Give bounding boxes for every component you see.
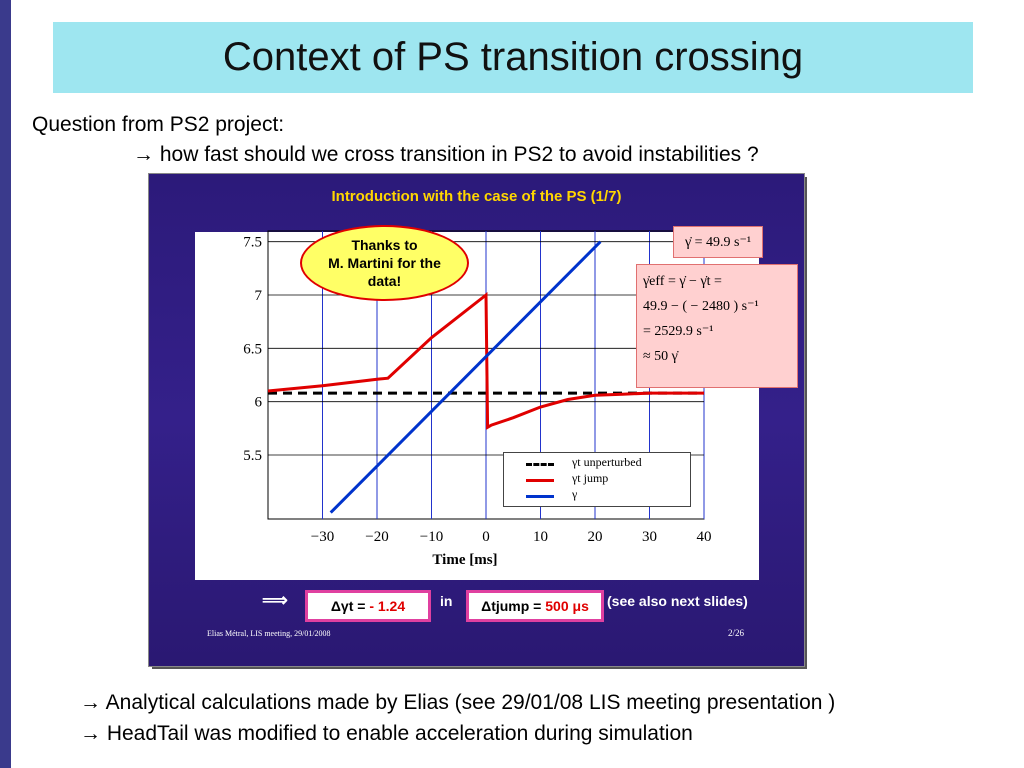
inner-footer-left: Elias Métral, LIS meeting, 29/01/2008 [207,629,331,638]
y-tick-label: 6 [255,395,263,411]
eff-line-2: 49.9 − ( − 2480 ) s⁻¹ [643,299,759,314]
x-tick-label: −30 [311,529,334,545]
gamma-dot-formula: γ̇ = 49.9 s⁻¹ [684,234,752,250]
delta-t-box: Δtjump = 500 μs [466,590,604,622]
legend-label-unperturbed: γt unperturbed [572,455,642,469]
question-text: Question from PS2 project: [32,113,285,136]
bubble-line-1: Thanks to [351,237,418,253]
gamma-dot-box: γ̇ = 49.9 s⁻¹ [673,226,763,258]
legend-swatch-red [526,479,554,482]
y-tick-label: 7 [255,288,263,304]
delta-gamma-value: - 1.24 [369,598,406,614]
x-tick-label: 20 [588,529,603,545]
eff-line-1: γ̇eff = γ̇ − γ̇t = [643,274,722,289]
y-tick-labels: 5.5 6 6.5 7 7.5 [243,235,262,464]
bullet-analytical: → Analytical calculations made by Elias … [80,691,836,714]
delta-t-value: 500 μs [545,598,589,614]
y-tick-label: 5.5 [243,448,262,464]
x-tick-labels: −30 −20 −10 0 10 20 30 40 [311,529,712,545]
y-tick-label: 7.5 [243,235,262,251]
title-banner: Context of PS transition crossing [53,22,973,93]
x-tick-label: −20 [365,529,388,545]
legend-swatch-blue [526,495,554,498]
implies-arrow: ⟹ [262,590,288,610]
chart-legend: γt unperturbed γt jump γ [503,452,691,507]
thanks-bubble: Thanks to M. Martini for the data! [300,225,469,301]
x-tick-label: 40 [697,529,712,545]
legend-item-unperturbed: γt unperturbed [504,455,690,471]
x-axis-label: Time [ms] [432,552,497,568]
eff-line-4: ≈ 50 γ̇ [643,349,678,364]
series-line-1 [267,291,704,430]
x-tick-label: 10 [533,529,548,545]
in-word: in [440,593,453,609]
legend-label-gamma: γ [572,487,578,501]
see-also-text: (see also next slides) [607,593,748,609]
delta-gamma-box: Δγt = - 1.24 [305,590,431,622]
delta-gamma-label: Δγt = [330,598,366,614]
bubble-line-2: M. Martini for the [328,255,441,271]
left-accent-bar [0,0,11,768]
chart-series [267,240,704,514]
x-tick-label: −10 [420,529,443,545]
question-detail: → how fast should we cross transition in… [133,143,759,166]
slide-title: Context of PS transition crossing [222,35,804,79]
legend-swatch-dashed [526,463,554,466]
x-tick-label: 30 [642,529,657,545]
bubble-line-3: data! [367,273,402,289]
gamma-eff-box: γ̇eff = γ̇ − γ̇t = 49.9 − ( − 2480 ) s⁻¹… [636,264,798,388]
series-line-2 [329,240,602,514]
legend-label-jump: γt jump [572,471,609,485]
eff-line-3: = 2529.9 s⁻¹ [643,324,714,339]
legend-item-gamma: γ [504,487,690,503]
x-tick-label: 0 [482,529,490,545]
bullet-headtail: → HeadTail was modified to enable accele… [80,722,693,745]
legend-item-jump: γt jump [504,471,690,487]
delta-t-label: Δtjump = [481,598,542,614]
inner-footer-right: 2/26 [728,628,745,638]
inner-slide-title: Introduction with the case of the PS (1/… [331,188,622,205]
y-tick-label: 6.5 [243,341,262,357]
